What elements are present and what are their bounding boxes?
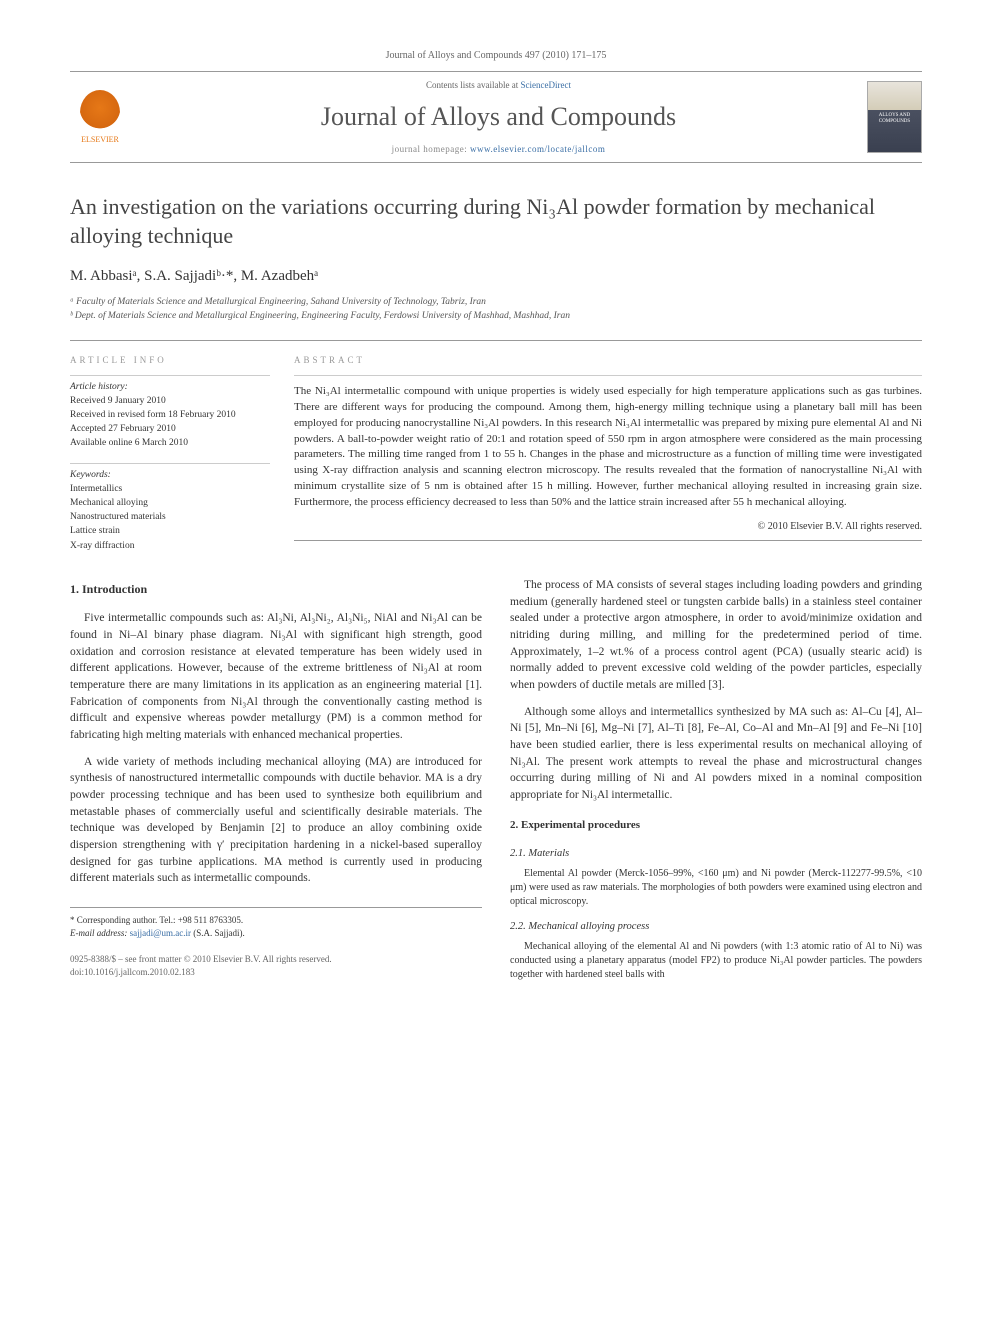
email-label: E-mail address: (70, 928, 130, 938)
experimental-heading: 2. Experimental procedures (510, 818, 922, 834)
contents-prefix: Contents lists available at (426, 80, 520, 90)
keyword-4: X-ray diffraction (70, 539, 270, 553)
abstract-block: abstract The Ni₃Al intermetallic compoun… (294, 355, 922, 553)
column-right: The process of MA consists of several st… (510, 577, 922, 992)
article-title: An investigation on the variations occur… (70, 193, 922, 250)
keyword-3: Lattice strain (70, 524, 270, 538)
history-accepted: Accepted 27 February 2010 (70, 422, 270, 436)
journal-cover-thumb (867, 81, 922, 153)
affiliation-a: ᵃ Faculty of Materials Science and Metal… (70, 295, 922, 309)
footer-line-2: doi:10.1016/j.jallcom.2010.02.183 (70, 966, 482, 979)
keyword-2: Nanostructured materials (70, 510, 270, 524)
abstract-text: The Ni₃Al intermetallic compound with un… (294, 375, 922, 512)
keyword-0: Intermetallics (70, 482, 270, 496)
elsevier-tree-icon (80, 90, 120, 135)
abstract-copyright: © 2010 Elsevier B.V. All rights reserved… (294, 521, 922, 541)
article-info-heading: article info (70, 355, 270, 365)
footer-line-1: 0925-8388/$ – see front matter © 2010 El… (70, 953, 482, 966)
corresponding-author: * Corresponding author. Tel.: +98 511 87… (70, 914, 482, 927)
sciencedirect-link[interactable]: ScienceDirect (521, 80, 571, 90)
footer-issn-line: 0925-8388/$ – see front matter © 2010 El… (70, 953, 482, 978)
history-label: Article history: (70, 382, 270, 392)
history-online: Available online 6 March 2010 (70, 436, 270, 450)
history-revised: Received in revised form 18 February 201… (70, 408, 270, 422)
email-link[interactable]: sajjadi@um.ac.ir (130, 928, 191, 938)
footnote-block: * Corresponding author. Tel.: +98 511 87… (70, 907, 482, 939)
publisher-label: ELSEVIER (81, 135, 119, 144)
history-received: Received 9 January 2010 (70, 394, 270, 408)
page-container: Journal of Alloys and Compounds 497 (201… (0, 0, 992, 1032)
abstract-heading: abstract (294, 355, 922, 365)
column-left: 1. Introduction Five intermetallic compo… (70, 577, 482, 992)
corresponding-email-line: E-mail address: sajjadi@um.ac.ir (S.A. S… (70, 927, 482, 940)
col2-paragraph-1: The process of MA consists of several st… (510, 577, 922, 694)
intro-paragraph-2: A wide variety of methods including mech… (70, 754, 482, 887)
email-suffix: (S.A. Sajjadi). (191, 928, 245, 938)
article-info-block: article info Article history: Received 9… (70, 355, 270, 553)
keyword-1: Mechanical alloying (70, 496, 270, 510)
homepage-prefix: journal homepage: (392, 144, 470, 154)
homepage-line: journal homepage: www.elsevier.com/locat… (130, 144, 867, 154)
homepage-link[interactable]: www.elsevier.com/locate/jallcom (470, 144, 605, 154)
affiliation-b: ᵇ Dept. of Materials Science and Metallu… (70, 309, 922, 323)
running-head-citation: Journal of Alloys and Compounds 497 (201… (70, 50, 922, 61)
materials-text: Elemental Al powder (Merck-1056–99%, <16… (510, 867, 922, 909)
journal-name: Journal of Alloys and Compounds (130, 102, 867, 132)
elsevier-logo: ELSEVIER (70, 82, 130, 152)
materials-subheading: 2.1. Materials (510, 846, 922, 861)
contents-line: Contents lists available at ScienceDirec… (130, 80, 867, 90)
body-columns: 1. Introduction Five intermetallic compo… (70, 577, 922, 992)
banner-center: Contents lists available at ScienceDirec… (130, 80, 867, 154)
intro-heading: 1. Introduction (70, 581, 482, 598)
ma-process-subheading: 2.2. Mechanical alloying process (510, 919, 922, 934)
intro-paragraph-1: Five intermetallic compounds such as: Al… (70, 610, 482, 743)
affiliations: ᵃ Faculty of Materials Science and Metal… (70, 295, 922, 324)
info-abstract-row: article info Article history: Received 9… (70, 340, 922, 553)
journal-banner: ELSEVIER Contents lists available at Sci… (70, 71, 922, 163)
col2-paragraph-2: Although some alloys and intermetallics … (510, 704, 922, 804)
author-list: M. Abbasiᵃ, S.A. Sajjadiᵇ·*, M. Azadbehᵃ (70, 268, 922, 285)
keywords-label: Keywords: (70, 470, 270, 480)
ma-process-text: Mechanical alloying of the elemental Al … (510, 940, 922, 982)
keywords-block: Keywords: Intermetallics Mechanical allo… (70, 463, 270, 553)
history-block: Article history: Received 9 January 2010… (70, 375, 270, 451)
